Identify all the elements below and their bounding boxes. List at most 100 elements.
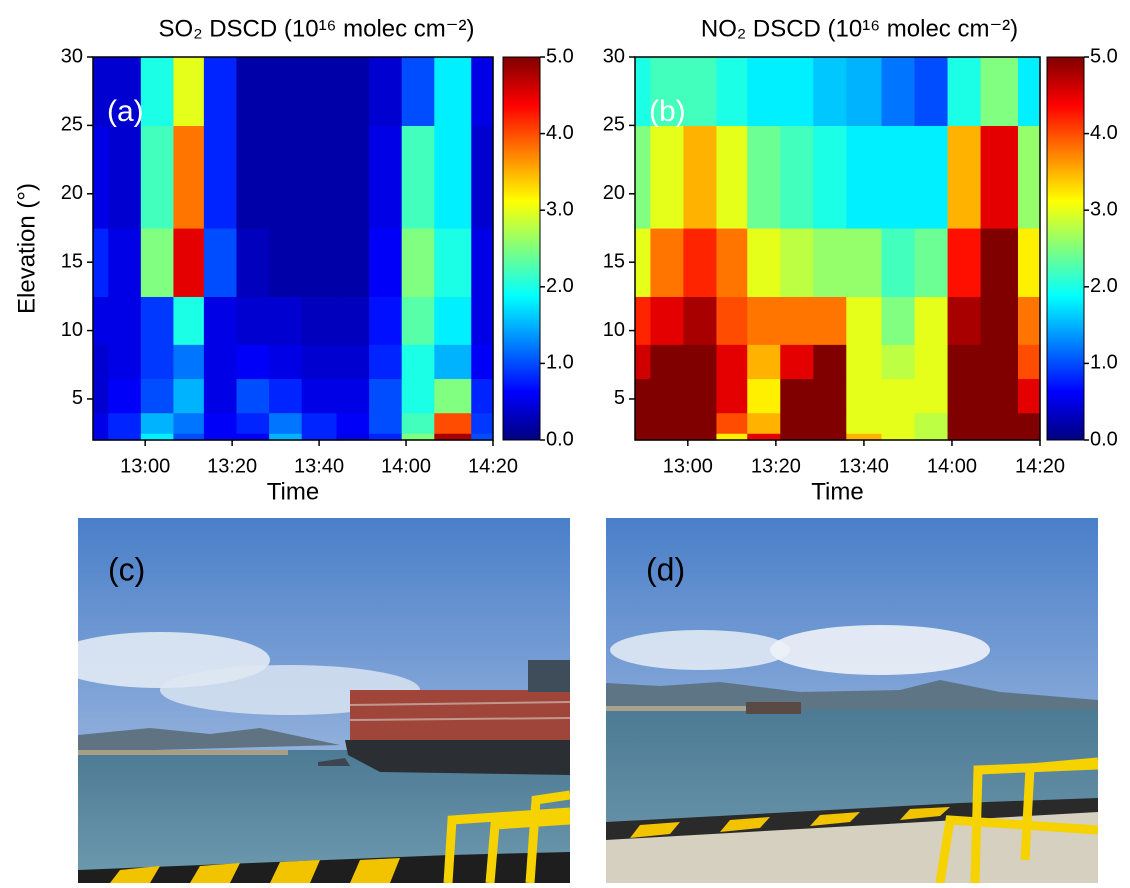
heatmap-cell [947, 296, 982, 345]
heatmap-cell [369, 57, 403, 126]
heatmap-cell [401, 57, 435, 126]
heatmap-cell [881, 344, 916, 380]
heatmap-cell [401, 344, 435, 380]
heatmap-cell [173, 296, 205, 345]
heatmap-cell [813, 412, 847, 434]
heatmap-cell [881, 378, 916, 414]
heatmap-cell [813, 378, 847, 414]
heatmap-cell [980, 227, 1019, 297]
heatmap-cell [108, 227, 142, 297]
heatmap-cell [336, 378, 370, 414]
heatmap-cell [301, 227, 338, 297]
heatmap-cell [471, 433, 494, 441]
heatmap-cell [401, 296, 435, 345]
heatmap-cell [203, 57, 238, 126]
heatmap-cell [980, 344, 1019, 380]
heatmap-cells [93, 57, 494, 441]
colorbar-tick-label: 2.0 [1090, 275, 1118, 297]
heatmap-cell [881, 125, 916, 229]
heatmap-cell [236, 378, 270, 414]
heatmap-cell [914, 227, 949, 297]
heatmap-cell [635, 57, 652, 126]
heatmap-cell [846, 227, 883, 297]
y-tick-label: 25 [603, 114, 625, 136]
heatmap-cell [434, 344, 472, 380]
heatmap-cell [471, 344, 494, 380]
heatmap-cell [369, 378, 403, 414]
heatmap-cell [140, 433, 175, 441]
y-tick-label: 20 [603, 182, 625, 204]
heatmap-cell [434, 378, 472, 414]
heatmap-cell [336, 412, 370, 434]
heatmap-cell [301, 344, 338, 380]
heatmap-cell [813, 57, 847, 126]
photo-d [606, 518, 1098, 883]
heatmap-cell [747, 378, 781, 414]
heatmap-cell [336, 344, 370, 380]
heatmap-cell [635, 378, 652, 414]
heatmap-cell [236, 433, 270, 441]
heatmap-cell [471, 227, 494, 297]
heatmap-cell [716, 57, 748, 126]
heatmap-cell [881, 433, 916, 441]
heatmap-cell [471, 412, 494, 434]
heatmap-cell [140, 125, 175, 229]
heatmap-cell [173, 412, 205, 434]
heatmap-cell [846, 412, 883, 434]
colorbar-tick-label: 3.0 [1090, 198, 1118, 220]
y-tick-label: 15 [61, 250, 83, 272]
heatmap-cell [369, 125, 403, 229]
heatmap-cell [173, 125, 205, 229]
colorbar-tick-label: 4.0 [546, 122, 574, 144]
heatmap-cell [236, 296, 270, 345]
heatmap-cell [173, 378, 205, 414]
heatmap-cell [1017, 412, 1041, 434]
heatmap-cell [747, 412, 781, 434]
heatmap-cell [108, 433, 142, 441]
heatmap-cell [269, 227, 303, 297]
heatmap-cell [369, 344, 403, 380]
heatmap-cell [140, 344, 175, 380]
heatmap-cell [914, 412, 949, 434]
heatmap-cell [203, 378, 238, 414]
heatmap-cell [1017, 344, 1041, 380]
photo-label: (c) [108, 551, 145, 587]
heatmap-cell [650, 57, 685, 126]
heatmap-cell [947, 227, 982, 297]
heatmap-cell [716, 433, 748, 441]
heatmap-cell [683, 227, 718, 297]
y-tick-label: 20 [61, 182, 83, 204]
heatmap-cell [401, 378, 435, 414]
heatmap-cell [635, 296, 652, 345]
heatmap-cell [683, 296, 718, 345]
heatmap-cell [140, 57, 175, 126]
colorbar-tick-label: 5.0 [1090, 45, 1118, 67]
heatmap-cell [780, 125, 814, 229]
heatmap-cell [914, 57, 949, 126]
heatmap-cell [369, 412, 403, 434]
heatmap-cell [635, 433, 652, 441]
y-tick-label: 10 [61, 319, 83, 341]
heatmap-cell [747, 57, 781, 126]
heatmap-cell [780, 378, 814, 414]
heatmap-cell [269, 57, 303, 126]
heatmap-cell [369, 433, 403, 441]
x-tick-label: 14:20 [1015, 455, 1065, 477]
plot-frame [634, 56, 1041, 441]
y-tick-label: 15 [603, 250, 625, 272]
y-tick-label: 30 [61, 45, 83, 67]
heatmap-cell [173, 57, 205, 126]
heatmap-cell [401, 227, 435, 297]
heatmap-cell [683, 433, 718, 441]
x-tick-label: 13:40 [839, 455, 889, 477]
heatmap-cell [683, 378, 718, 414]
heatmap-cell [203, 125, 238, 229]
heatmap-cell [650, 125, 685, 229]
x-tick-label: 13:20 [207, 455, 257, 477]
heatmap-cell [747, 227, 781, 297]
heatmap-cell [716, 344, 748, 380]
heatmap-cell [336, 57, 370, 126]
colorbar-tick-label: 1.0 [546, 352, 574, 374]
heatmap-cell [747, 125, 781, 229]
